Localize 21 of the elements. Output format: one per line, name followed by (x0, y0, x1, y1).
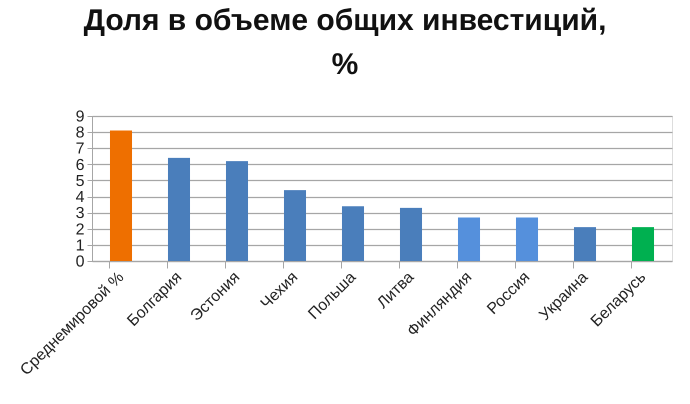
y-tick-label: 1 (76, 237, 85, 254)
bar (168, 158, 190, 261)
bar (226, 161, 248, 261)
y-tick-label: 3 (76, 205, 85, 222)
chart-title: Доля в объеме общих инвестиций, % (84, 4, 606, 81)
bar (458, 218, 480, 261)
bar (342, 206, 364, 261)
y-tick-label: 6 (76, 156, 85, 174)
bar (516, 218, 538, 261)
bar (574, 227, 596, 261)
y-tick-label: 7 (76, 140, 85, 158)
y-tick-label: 5 (76, 172, 85, 190)
bar (400, 208, 422, 261)
y-tick-label: 9 (76, 108, 85, 126)
y-tick-label: 0 (76, 254, 85, 270)
y-tick-label: 2 (76, 221, 85, 238)
bar (110, 130, 132, 261)
y-tick-label: 4 (76, 189, 85, 206)
bar (632, 227, 654, 261)
bar (284, 190, 306, 261)
y-tick-label: 8 (76, 124, 85, 142)
